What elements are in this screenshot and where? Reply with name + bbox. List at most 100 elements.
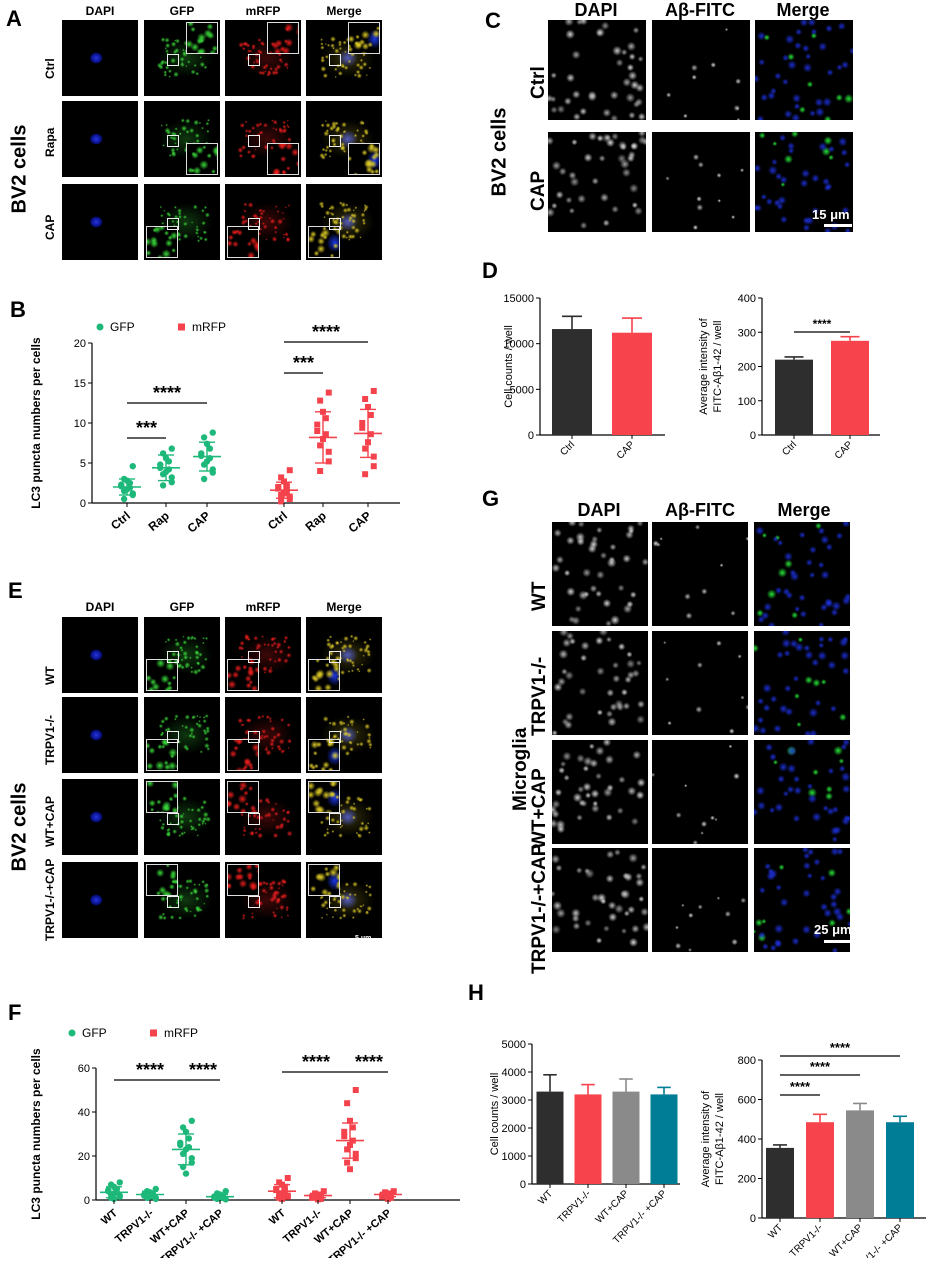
bar [612,1091,640,1184]
panel-g-col-dapi: DAPI [577,500,621,520]
data-point [129,463,136,470]
significance-label: *** [136,418,157,438]
y-tick-label: 20 [78,1151,90,1163]
micrograph-tile [652,848,748,952]
data-point [165,458,173,465]
x-tick-label: Rap [146,509,172,534]
x-tick-label: Ctrl [558,439,577,458]
y-tick-label: 10 [74,418,86,430]
micrograph-tile [306,697,382,773]
data-point [347,1166,353,1173]
panel-c-col-dapi: DAPI [574,0,618,20]
data-point [168,445,175,452]
micrograph-tile [225,101,301,177]
panel-e-scale-bar: 5 μm [355,935,372,942]
data-point [286,496,293,502]
chart-d-left: 0 5000 10000 15000 Cell counts / well Ctrl CAP [503,293,665,462]
x-tick-label: Ctrl [780,439,799,458]
panel-c-col-abeta: Aβ-FITC [665,0,735,20]
panel-a-scale-line [346,288,372,290]
micrograph-tile [62,697,138,773]
data-point [365,404,371,410]
micrograph-tile [306,184,382,260]
panel-e-col-mrfp: mRFP [245,600,281,614]
data-point [341,1128,348,1135]
data-point [116,1179,123,1186]
zoom-region-box [166,896,179,909]
data-point [341,1133,348,1140]
zoom-region-box [247,813,260,826]
legend-marker-mrfp [178,323,185,331]
zoom-inset [186,22,218,54]
y-tick-label: 400 [738,293,756,305]
data-point [322,415,329,422]
zoom-region-box [247,731,260,744]
data-point [359,424,366,431]
zoom-inset [146,864,178,896]
significance-label: **** [312,322,340,342]
panel-e-col-merge: Merge [326,600,362,614]
data-point [278,492,285,498]
bar [766,1147,794,1218]
zoom-region-box [328,54,341,67]
micrograph-tile [548,20,646,120]
data-point [198,452,205,459]
micrograph-tile [652,20,750,120]
y-tick-label: 1000 [502,1151,526,1163]
panel-c-row-ctrl: Ctrl [528,66,549,99]
significance-label: **** [189,1060,217,1080]
panel-letter-h: H [468,980,484,1005]
data-point [283,482,290,489]
data-point [325,389,332,396]
x-tick-label: WT [766,1222,785,1241]
y-tick-label: 400 [738,1134,756,1146]
micrograph-tile [62,101,138,177]
panel-a-col-gfp: GFP [169,4,195,18]
data-point [317,397,324,404]
zoom-region-box [166,651,179,664]
data-point [349,1124,356,1131]
panel-a-side-label: BV2 cells [8,124,31,214]
bar [552,329,592,435]
data-point [352,1150,359,1157]
x-tick-label: CAP [615,439,638,462]
bar [886,1122,914,1218]
micrograph-tile [552,631,648,735]
panel-a-row-rapa: Rapa [43,127,57,157]
legend-marker-mrfp [150,1029,157,1037]
micrograph-tile [62,862,138,938]
y-tick-label: 15000 [503,293,534,305]
panel-a-row-ctrl: Ctrl [43,58,57,79]
data-point [281,478,287,485]
micrograph-tile [144,20,220,96]
x-tick-label: Ctrl [265,509,290,533]
zoom-inset [308,739,340,771]
micrograph-tile [306,779,382,855]
y-tick-label: 0 [750,1213,756,1225]
panel-g-row-trpv1: TRPV1-/- [529,656,550,736]
panel-e-row-trpv1cap: TRPV1-/-+CAP [43,858,57,941]
micrograph-tile [144,101,220,177]
bar [612,332,652,435]
zoom-region-box [247,218,260,231]
data-point [116,1193,123,1200]
data-point [281,1183,288,1190]
micrograph-tile [754,848,850,952]
zoom-region-box [247,54,260,67]
data-point [359,420,366,426]
micrograph-tile [225,20,301,96]
y-tick-label: 0 [528,430,534,442]
data-point [188,1155,195,1162]
zoom-inset [227,864,259,896]
zoom-inset [308,226,340,258]
data-point [367,431,374,438]
zoom-region-box [328,896,341,909]
data-point [347,1117,353,1124]
x-tick-label: WT [536,1188,555,1207]
micrograph-tile [62,20,138,96]
y-tick-label: 15 [74,378,86,390]
panel-e-scale-line [348,944,374,946]
y-tick-label: 0 [84,1195,90,1207]
data-point [177,1141,184,1149]
significance-label: **** [302,1052,330,1072]
